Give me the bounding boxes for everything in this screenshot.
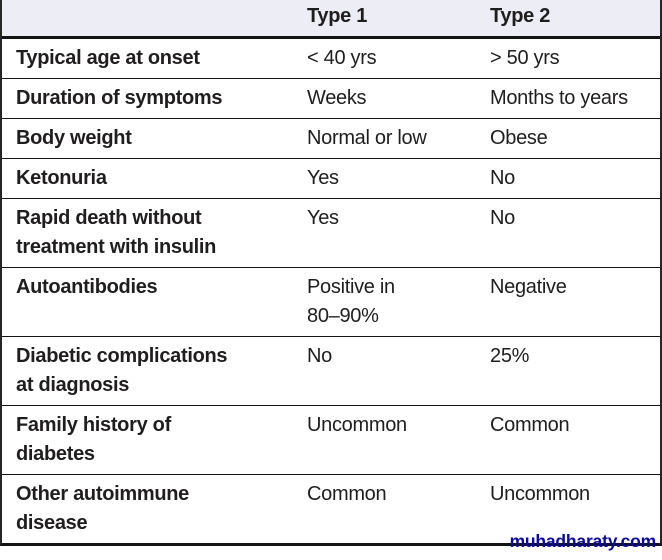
- type1-value: Yes: [307, 207, 339, 229]
- table-body: Typical age at onset < 40 yrs > 50 yrs D…: [2, 39, 660, 543]
- type1-value: No: [307, 345, 332, 367]
- row-label: Family history of diabetes: [16, 414, 171, 465]
- type1-value: Positive in 80–90%: [307, 276, 395, 327]
- table-row: Diabetic complications at diagnosis No 2…: [2, 336, 660, 405]
- type2-value: Obese: [490, 127, 548, 149]
- row-label: Autoantibodies: [16, 276, 158, 298]
- header-type1: Type 1: [307, 4, 368, 27]
- type2-value: No: [490, 207, 515, 229]
- table-row: Rapid death without treatment with insul…: [2, 198, 660, 267]
- table-row: Duration of symptoms Weeks Months to yea…: [2, 78, 660, 118]
- type2-value: Common: [490, 414, 570, 436]
- table-row: Other autoimmune disease Common Uncommon: [2, 474, 660, 543]
- type2-value: Uncommon: [490, 483, 590, 505]
- row-label: Other autoimmune disease: [16, 483, 189, 534]
- table-row: Autoantibodies Positive in 80–90% Negati…: [2, 267, 660, 336]
- comparison-table: Type 1 Type 2 Typical age at onset < 40 …: [0, 0, 662, 546]
- header-empty-cell: [2, 15, 295, 21]
- table-row: Ketonuria Yes No: [2, 158, 660, 198]
- row-label: Duration of symptoms: [16, 87, 223, 109]
- table-row: Typical age at onset < 40 yrs > 50 yrs: [2, 39, 660, 78]
- type2-value: 25%: [490, 345, 530, 367]
- type2-value: Months to years: [490, 87, 628, 109]
- type1-value: Normal or low: [307, 127, 427, 149]
- row-label: Ketonuria: [16, 167, 107, 189]
- row-label: Rapid death without treatment with insul…: [16, 207, 217, 258]
- type2-value: Negative: [490, 276, 567, 298]
- row-label: Diabetic complications at diagnosis: [16, 345, 228, 396]
- type1-value: Weeks: [307, 87, 367, 109]
- row-label: Typical age at onset: [16, 47, 200, 69]
- type1-value: Common: [307, 483, 387, 505]
- header-type2: Type 2: [490, 4, 551, 27]
- type2-value: > 50 yrs: [490, 47, 560, 69]
- table-row: Body weight Normal or low Obese: [2, 118, 660, 158]
- watermark-link[interactable]: muhadharaty.com: [509, 531, 657, 551]
- type2-value: No: [490, 167, 515, 189]
- table-row: Family history of diabetes Uncommon Comm…: [2, 405, 660, 474]
- table-header-row: Type 1 Type 2: [2, 0, 660, 39]
- type1-value: < 40 yrs: [307, 47, 377, 69]
- type1-value: Uncommon: [307, 414, 407, 436]
- row-label: Body weight: [16, 127, 132, 149]
- type1-value: Yes: [307, 167, 339, 189]
